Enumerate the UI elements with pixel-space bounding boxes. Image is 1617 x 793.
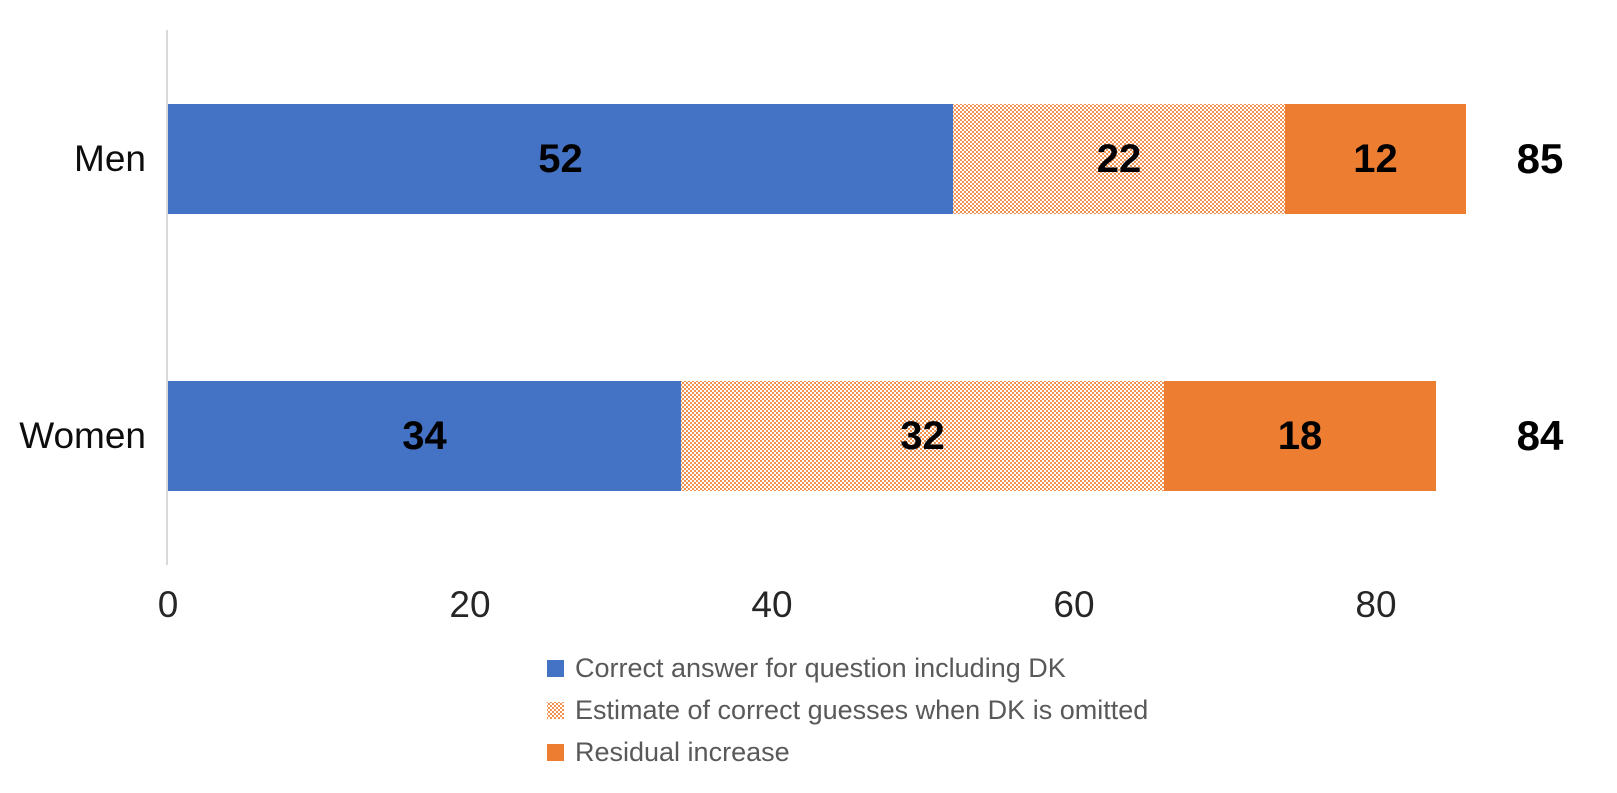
segment-value-label: 34	[402, 413, 447, 458]
total-label-women: 84	[1516, 412, 1564, 459]
legend-label-0: Correct answer for question including DK	[575, 653, 1066, 683]
legend: Correct answer for question including DK…	[547, 652, 1148, 769]
bar-men-segment-0: 52	[168, 104, 953, 214]
bar-women-segment-1: 32	[681, 381, 1164, 491]
total-label-men: 85	[1516, 135, 1564, 182]
legend-item-0: Correct answer for question including DK	[547, 652, 1148, 685]
segment-value-label: 52	[538, 136, 583, 181]
bar-men-segment-1: 22	[953, 104, 1285, 214]
x-tick-label-0: 0	[157, 584, 179, 625]
category-label-men: Men	[74, 138, 146, 179]
category-label-women: Women	[19, 415, 146, 456]
bar-men: 52 22 12	[168, 104, 1466, 214]
x-tick-label-80: 80	[1355, 584, 1397, 625]
x-tick-label-40: 40	[751, 584, 793, 625]
segment-value-label: 22	[1096, 136, 1142, 181]
x-tick-label-60: 60	[1053, 584, 1095, 625]
segment-value-label: 32	[900, 413, 945, 458]
segment-value-label: 12	[1353, 136, 1398, 181]
bar-women-segment-2: 18	[1164, 381, 1436, 491]
bar-men-segment-2: 12	[1285, 104, 1466, 214]
legend-swatch-solid-icon	[547, 744, 564, 761]
legend-swatch-solid-icon	[547, 660, 564, 677]
legend-label-2: Residual increase	[575, 737, 790, 767]
legend-swatch-dotted-icon	[547, 702, 564, 719]
bar-women: 34 32 18	[168, 381, 1436, 491]
legend-label-1: Estimate of correct guesses when DK is o…	[575, 695, 1149, 725]
bar-women-segment-0: 34	[168, 381, 681, 491]
segment-value-label: 18	[1277, 413, 1323, 458]
legend-item-1: Estimate of correct guesses when DK is o…	[547, 694, 1148, 727]
x-tick-label-20: 20	[449, 584, 491, 625]
legend-item-2: Residual increase	[547, 736, 1148, 769]
y-axis-line	[166, 30, 168, 565]
